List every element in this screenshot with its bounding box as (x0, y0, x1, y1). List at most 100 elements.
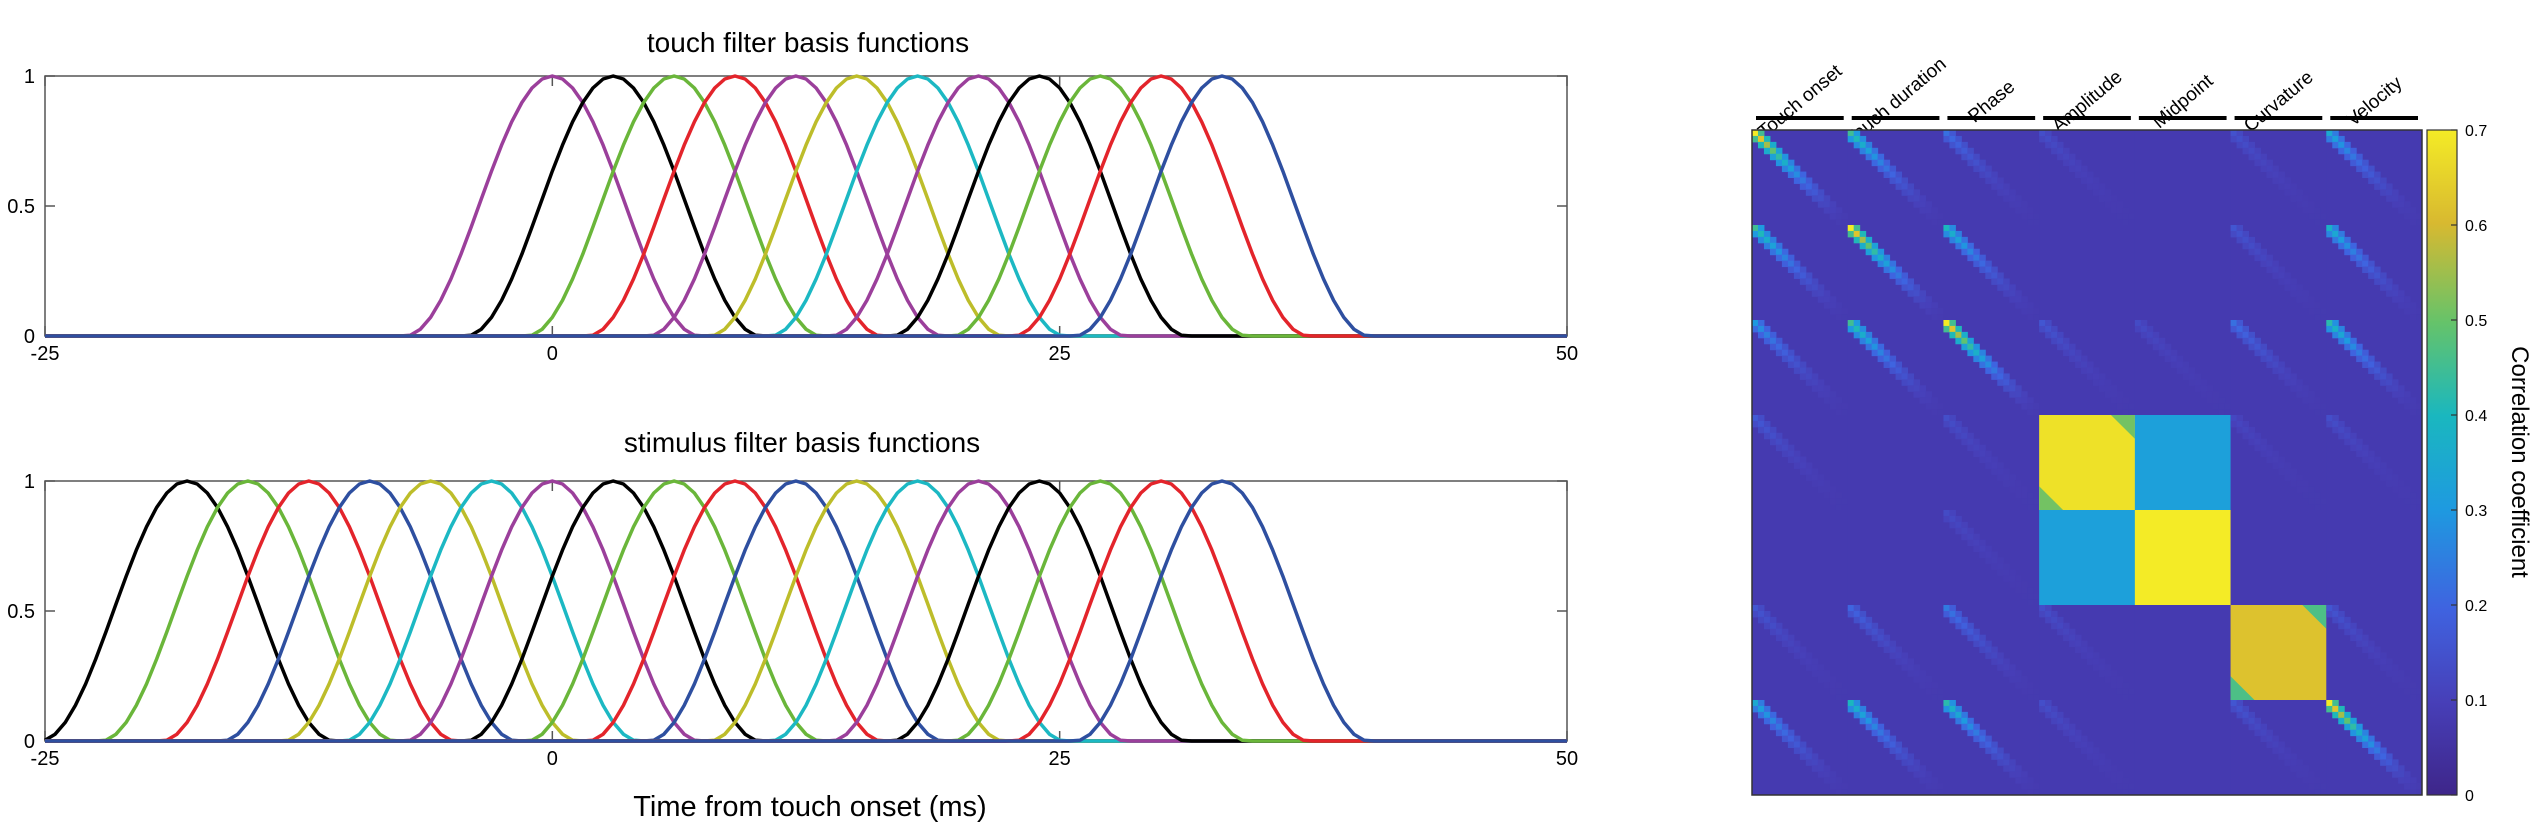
heatmap-diag-cell (2021, 587, 2028, 594)
heatmap-diag-cell (1943, 230, 1950, 238)
heatmap-diag-cell (1877, 723, 1885, 731)
heatmap-diag-cell (1895, 652, 1903, 659)
heatmap-diag-cell (2051, 610, 2058, 618)
heatmap-diag-cell (2344, 153, 2351, 161)
heatmap-diag-cell (1769, 628, 1777, 636)
heatmap-diag-cell (1877, 349, 1885, 357)
heatmap-diag-cell (2284, 278, 2291, 285)
heatmap-diag-cell (2075, 159, 2082, 167)
heatmap-diag-cell (2045, 705, 2052, 713)
heatmap-diag-cell (1877, 260, 1885, 268)
heatmap-diag-cell (2368, 177, 2375, 184)
heatmap-diag-cell (2116, 391, 2124, 398)
heatmap-diag-cell (1757, 426, 1765, 434)
heatmap-diag-cell (1865, 628, 1873, 636)
heatmap-diag-cell (2170, 361, 2178, 368)
heatmap-block-r1-c2 (1943, 225, 2040, 321)
heatmap-diag-cell (1931, 314, 1938, 321)
heatmap-diag-cell (2009, 575, 2016, 582)
heatmap-diag-cell (1985, 367, 1992, 374)
heatmap-diag-cell (1871, 622, 1879, 630)
heatmap-diag-cell (1805, 474, 1813, 481)
heatmap-diag-cell (1835, 504, 1843, 511)
heatmap-frame (1751, 129, 2423, 796)
heatmap-diag-cell (1991, 462, 1998, 469)
heatmap-diag-cell (1961, 628, 1968, 636)
heatmap-diag-cell (1835, 783, 1843, 790)
heatmap-diag-cell (1883, 254, 1891, 262)
heatmap-diag-cell (2368, 450, 2375, 458)
heatmap-diag-cell (2350, 717, 2357, 725)
heatmap-diag-cell (2027, 688, 2034, 695)
heatmap-diag-cell (2236, 420, 2244, 428)
heatmap-diag-cell (2116, 688, 2124, 695)
heatmap-diag-cell (1757, 700, 1765, 707)
heatmap-diag-cell (1799, 456, 1807, 463)
heatmap-diag-cell (1853, 610, 1861, 618)
heatmap-diag-cell (2392, 474, 2399, 481)
touch-xtick-label-0: -25 (31, 343, 60, 365)
heatmap-diag-cell (1805, 177, 1813, 184)
heatmap-diag-cell (2128, 783, 2136, 790)
heatmap-diag-cell (2302, 391, 2309, 398)
heatmap-diag-cell (2092, 658, 2100, 665)
heatmap-diag-cell (2104, 670, 2112, 677)
heatmap-diag-cell (2104, 385, 2112, 392)
heatmap-block-r1-c5 (2230, 225, 2327, 321)
heatmap-diag-cell (2386, 474, 2393, 481)
heatmap-diag-cell (1949, 426, 1956, 434)
heatmap-diag-cell (2087, 658, 2094, 665)
heatmap-diag-cell (2260, 355, 2267, 363)
heatmap-diag-cell (2284, 189, 2291, 196)
heatmap-diag-cell (1913, 664, 1920, 671)
heatmap-diag-cell (2051, 711, 2058, 719)
heatmap-diag-cell (1763, 325, 1771, 333)
heatmap-diag-cell (1769, 711, 1777, 719)
heatmap-diag-cell (2368, 260, 2375, 268)
heatmap-diag-cell (2350, 438, 2357, 446)
heatmap-diag-cell (2248, 153, 2255, 161)
colorbar-bar (2426, 129, 2458, 796)
heatmap-diag-cell (1835, 219, 1843, 226)
heatmap-diag-cell (1979, 729, 1986, 737)
heatmap-diag-cell (1811, 468, 1819, 475)
heatmap-diag-cell (2392, 201, 2399, 208)
heatmap-diag-cell (1955, 135, 1962, 143)
heatmap-diag-cell (1817, 670, 1825, 677)
heatmap-diag-cell (2326, 610, 2333, 618)
heatmap-diag-cell (2392, 379, 2399, 386)
heatmap-diag-cell (2027, 777, 2034, 784)
heatmap-diag-cell (1811, 373, 1819, 380)
heatmap-diag-cell (1955, 432, 1962, 440)
heatmap-diag-cell (1793, 462, 1801, 469)
heatmap-diag-cell (2296, 296, 2303, 303)
heatmap-block-r2-c0 (1752, 320, 1849, 416)
heatmap-diag-cell (2236, 130, 2244, 137)
heatmap-block-r0-c4 (2134, 130, 2232, 226)
heatmap-blocks (1752, 130, 2423, 796)
heatmap-diag-cell (2266, 444, 2273, 452)
heatmap-diag-cell (2045, 605, 2052, 612)
colorbar-tick-label-6: 0.6 (2465, 218, 2487, 235)
heatmap-diag-cell (1871, 254, 1879, 262)
heatmap-diag-cell (1961, 533, 1968, 541)
heatmap-diag-cell (1823, 302, 1831, 309)
heatmap-diag-cell (2027, 504, 2034, 511)
heatmap-diag-cell (2296, 765, 2303, 772)
heatmap-diag-cell (2039, 320, 2046, 327)
heatmap-diag-cell (1985, 652, 1992, 659)
heatmap-diag-cell (2338, 230, 2345, 238)
heatmap-diag-cell (2230, 420, 2238, 428)
heatmap-diag-cell (2320, 219, 2327, 226)
heatmap-diag-cell (1835, 213, 1843, 220)
heatmap-diag-cell (2308, 391, 2315, 398)
heatmap-diag-cell (2110, 676, 2118, 683)
heatmap-diag-cell (1973, 723, 1980, 731)
heatmap-cell-bg (1847, 510, 1944, 606)
heatmap-diag-cell (1817, 676, 1825, 683)
heatmap-diag-cell (2098, 753, 2106, 760)
heatmap-diag-cell (1787, 729, 1795, 737)
heatmap-diag-cell (2248, 248, 2255, 256)
heatmap-diag-cell (2362, 349, 2369, 357)
heatmap-diag-cell (2027, 409, 2034, 416)
